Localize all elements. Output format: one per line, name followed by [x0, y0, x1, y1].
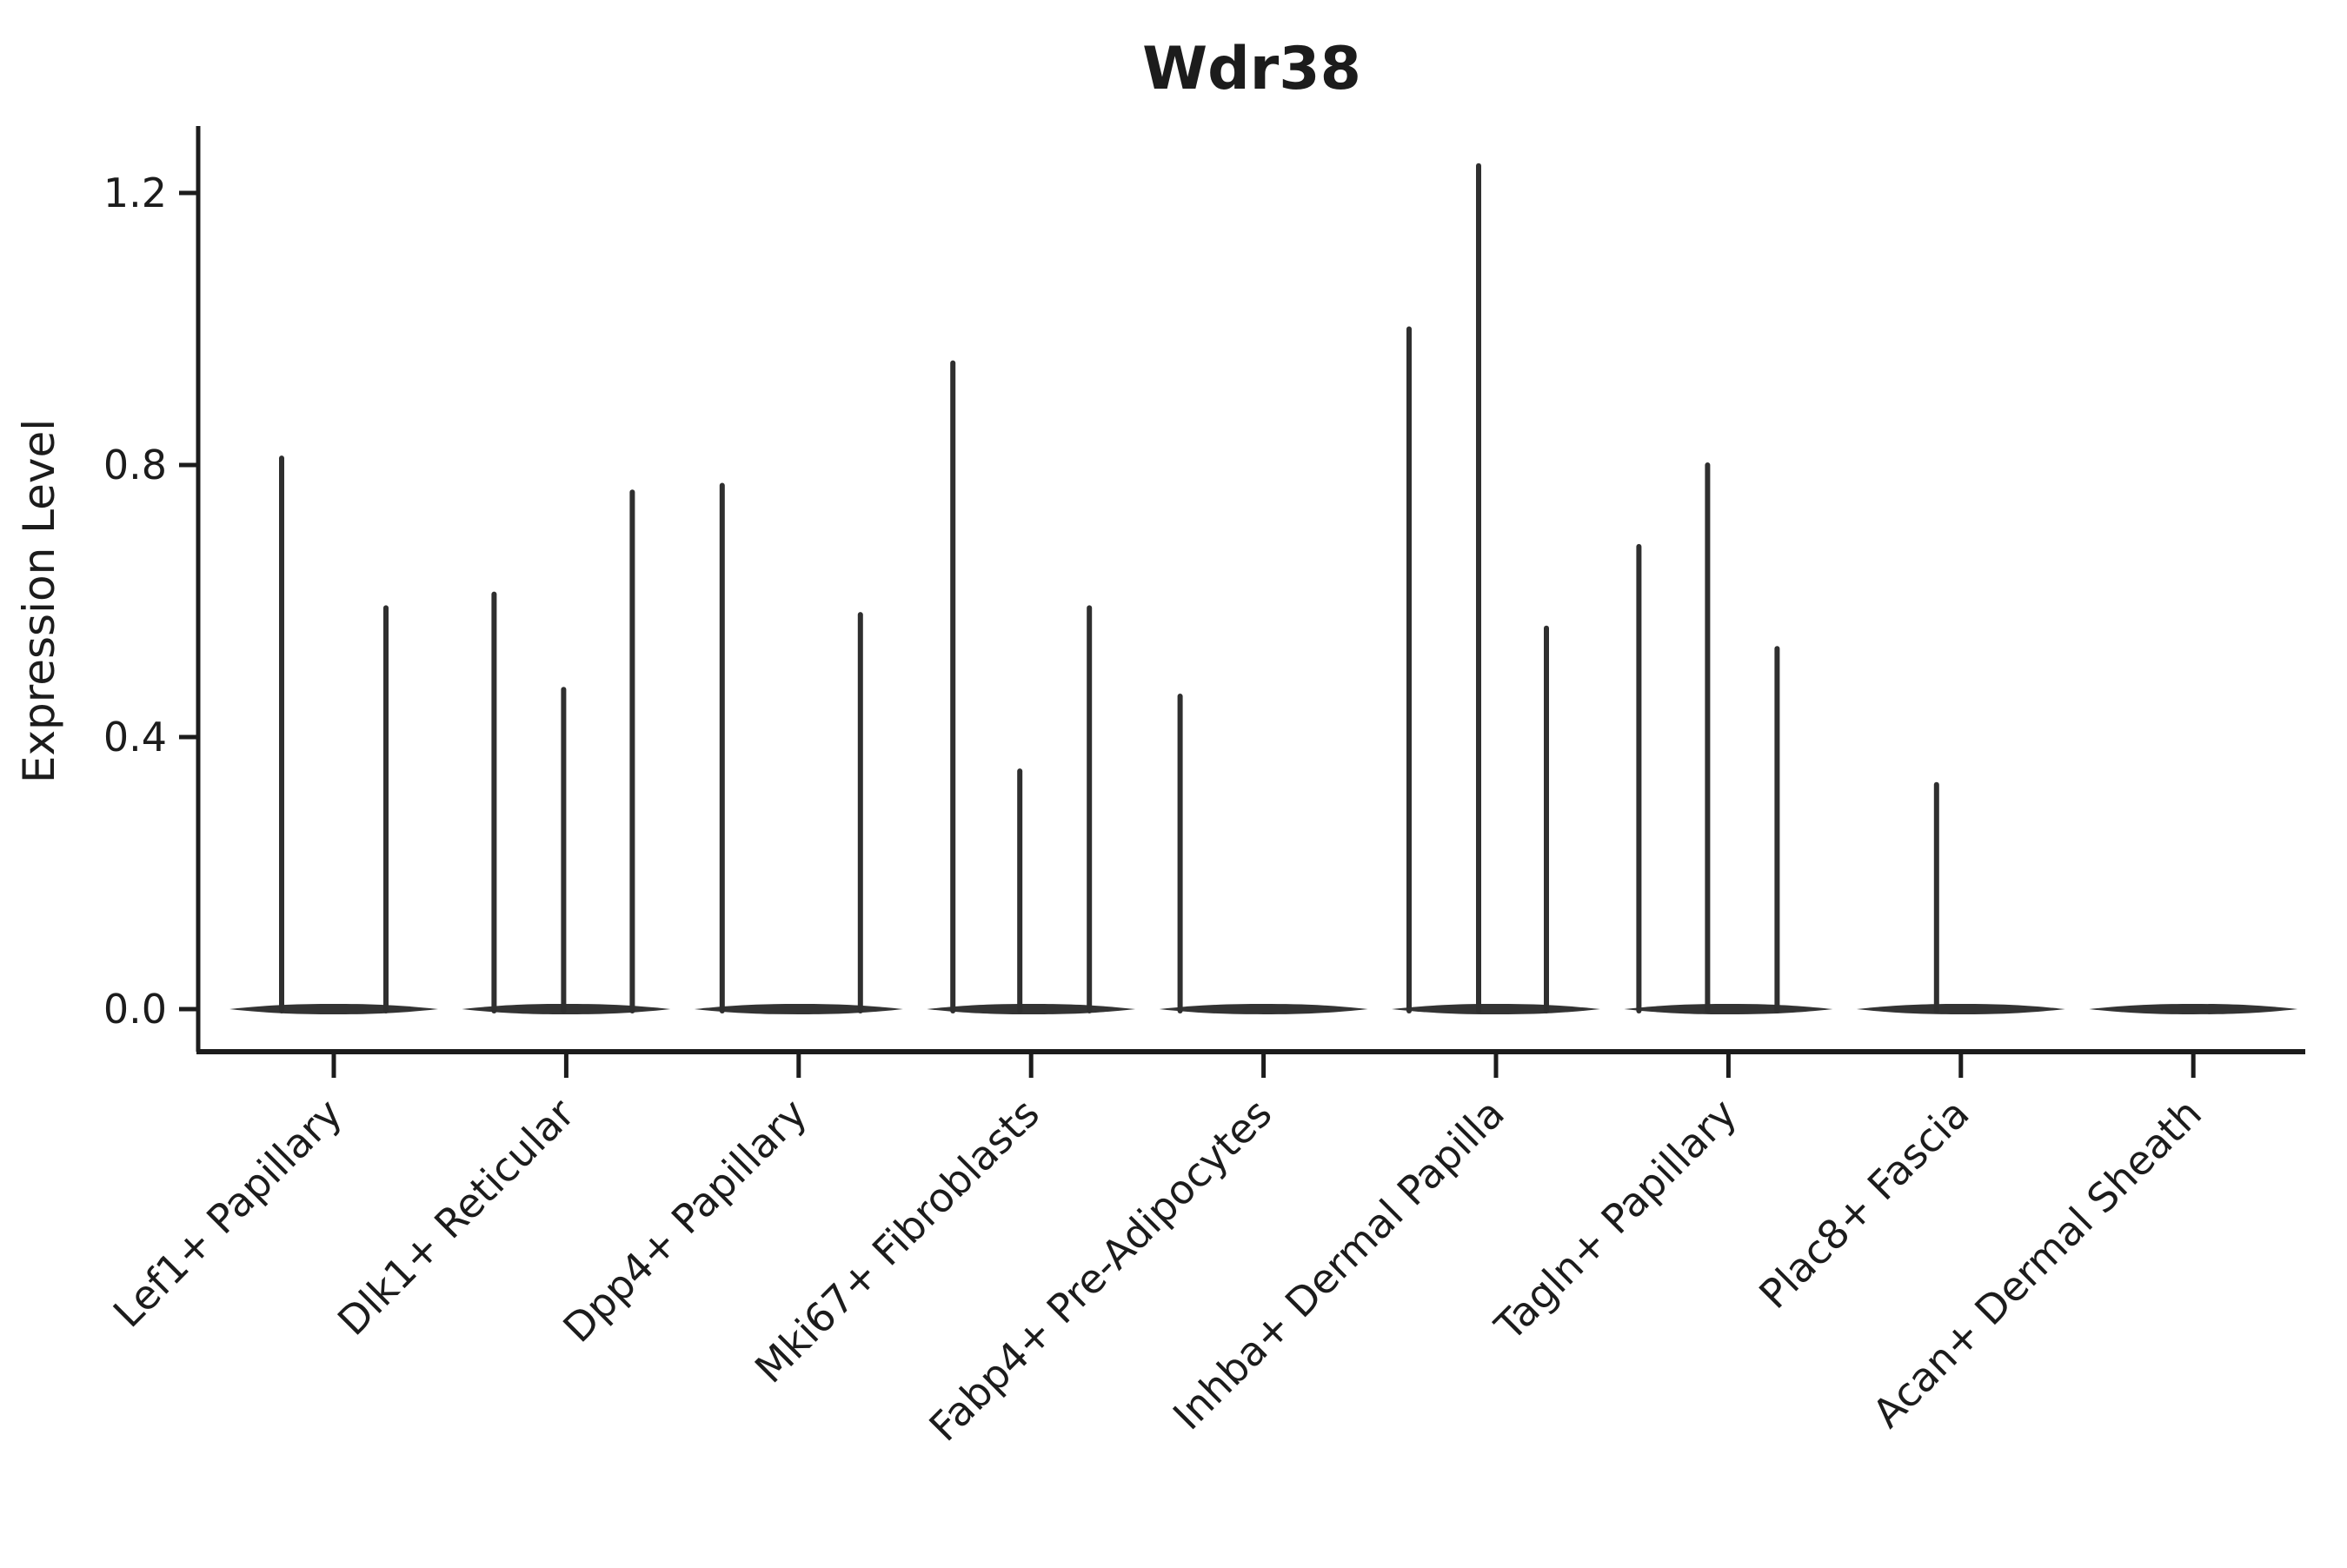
- violin-body: [1392, 1004, 1600, 1014]
- violin-body: [1624, 1004, 1833, 1014]
- x-category-label: Dpp4+ Papillary: [554, 1090, 815, 1352]
- x-category-label: Lef1+ Papillary: [104, 1090, 351, 1337]
- x-category-label: Plac8+ Fascia: [1750, 1090, 1978, 1318]
- y-tick-label: 0.4: [103, 714, 167, 761]
- y-tick-label: 1.2: [103, 169, 167, 216]
- violin-body: [927, 1004, 1136, 1014]
- y-axis-label: Expression Level: [14, 419, 64, 783]
- violin-body: [1159, 1004, 1368, 1014]
- violin-body: [2089, 1004, 2298, 1014]
- y-tick-label: 0.0: [103, 986, 167, 1033]
- y-tick-label: 0.8: [103, 442, 167, 488]
- violin-body: [229, 1004, 438, 1014]
- x-category-label: Dlk1+ Reticular: [329, 1090, 583, 1345]
- violin-body: [1856, 1004, 2065, 1014]
- x-category-label: Tagln+ Papillary: [1486, 1090, 1746, 1351]
- chart-title: Wdr38: [1142, 35, 1361, 103]
- violin-body: [694, 1004, 903, 1014]
